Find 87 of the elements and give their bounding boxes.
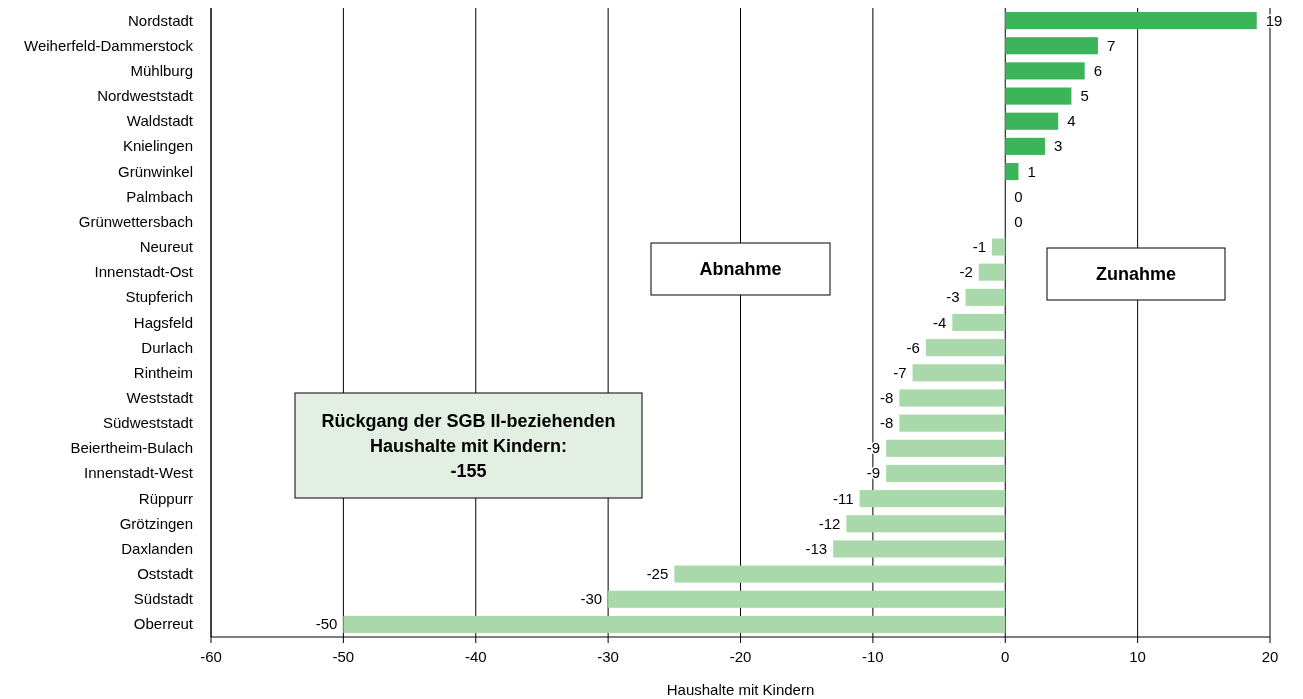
x-tick-label: -50: [332, 648, 355, 665]
bar: [952, 313, 1006, 332]
bar: [608, 590, 1006, 608]
bar: [1005, 162, 1019, 181]
bar: [859, 490, 1006, 508]
y-tick-label: Nordweststadt: [97, 87, 194, 105]
bar: [1005, 12, 1257, 30]
x-tick-label: 0: [1001, 648, 1010, 665]
data-label: 6: [1093, 61, 1103, 79]
bar: [674, 565, 1006, 583]
data-label: -4: [932, 313, 947, 331]
x-tick-label: 10: [1129, 648, 1146, 665]
y-tick-label: Innenstadt-Ost: [94, 263, 194, 281]
data-label: 0: [1014, 187, 1023, 205]
y-tick-label: Grötzingen: [119, 514, 193, 532]
y-tick-label: Innenstadt-West: [84, 464, 194, 482]
y-tick-label: Oststadt: [137, 565, 194, 583]
x-axis-title: Haushalte mit Kindern: [666, 681, 815, 698]
data-label: 7: [1106, 36, 1116, 54]
y-tick-label: Grünwinkel: [117, 162, 193, 180]
bar: [925, 339, 1006, 357]
bar: [899, 389, 1006, 407]
data-label: -3: [946, 288, 960, 306]
data-label: -25: [646, 565, 669, 583]
data-label: 19: [1265, 11, 1283, 29]
x-tick-label: -60: [200, 648, 222, 665]
y-tick-label: Durlach: [141, 338, 193, 356]
y-tick-label: Mühlburg: [130, 61, 193, 79]
y-tick-label: Palmbach: [126, 187, 193, 205]
x-tick-label: -30: [597, 648, 619, 665]
bar: [899, 414, 1006, 432]
bar: [1005, 137, 1045, 155]
data-label: 1: [1027, 162, 1036, 180]
bar: [886, 464, 1006, 483]
annotation: Abnahme: [699, 259, 782, 279]
bar: [912, 364, 1006, 382]
data-label: -13: [805, 539, 828, 557]
bar: [343, 615, 1006, 633]
bar: [978, 263, 1006, 281]
y-tick-label: Daxlanden: [121, 539, 193, 557]
y-tick-label: Waldstadt: [126, 112, 194, 130]
bar: [992, 238, 1006, 256]
bar: [1005, 62, 1085, 80]
data-label: -8: [880, 388, 894, 406]
y-tick-label: Hagsfeld: [133, 313, 193, 331]
y-tick-label: Knielingen: [122, 137, 193, 155]
annotation: Rückgang der SGB II-beziehenden Haushalte mit Kindern: -155: [321, 410, 616, 481]
y-tick-label: Neureut: [139, 238, 194, 256]
bar: [965, 288, 1006, 306]
bar: [1005, 87, 1072, 105]
data-label: 5: [1080, 87, 1089, 105]
x-tick-label: -10: [862, 648, 884, 665]
y-tick-label: Rintheim: [133, 363, 193, 381]
data-label: -12: [818, 514, 841, 532]
data-label: 3: [1053, 137, 1063, 155]
x-tick-label: -40: [464, 648, 487, 665]
data-label: -2: [959, 263, 973, 281]
data-label: -7: [893, 363, 907, 381]
y-tick-label: Stupferich: [125, 288, 193, 306]
y-tick-label: Südweststadt: [102, 414, 194, 432]
data-label: -30: [580, 590, 603, 608]
data-label: -11: [833, 489, 854, 507]
bar: [1005, 37, 1098, 55]
y-tick-label: Grünwettersbach: [78, 212, 193, 230]
text-box: Rückgang der SGB II-beziehenden Haushalte mit Kindern: -155: [294, 392, 643, 499]
data-label: -50: [315, 615, 338, 633]
annotation: Zunahme: [1095, 264, 1177, 284]
y-tick-label: Beiertheim-Bulach: [70, 439, 193, 457]
text-box: Zunahme: [1046, 247, 1226, 301]
bar: [833, 540, 1006, 558]
data-label: -6: [906, 338, 920, 356]
bar: [886, 439, 1006, 457]
y-tick-label: Südstadt: [133, 590, 194, 608]
bar: [846, 515, 1006, 533]
y-tick-label: Rüppurr: [138, 489, 193, 507]
y-tick-label: Oberreut: [133, 615, 194, 633]
data-label: 4: [1067, 112, 1076, 130]
y-tick-label: Weiherfeld-Dammerstock: [24, 36, 194, 54]
x-tick-label: 20: [1261, 648, 1279, 665]
text-box: Abnahme: [650, 242, 831, 296]
data-label: 0: [1014, 212, 1023, 230]
x-tick-label: -20: [729, 648, 752, 665]
y-tick-label: Nordstadt: [127, 11, 194, 29]
data-label: -1: [972, 238, 987, 256]
bar: [1005, 112, 1059, 130]
y-tick-label: Weststadt: [126, 388, 194, 406]
data-label: -8: [880, 414, 894, 432]
